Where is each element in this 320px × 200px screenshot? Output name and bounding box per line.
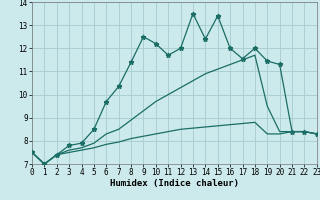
X-axis label: Humidex (Indice chaleur): Humidex (Indice chaleur): [110, 179, 239, 188]
